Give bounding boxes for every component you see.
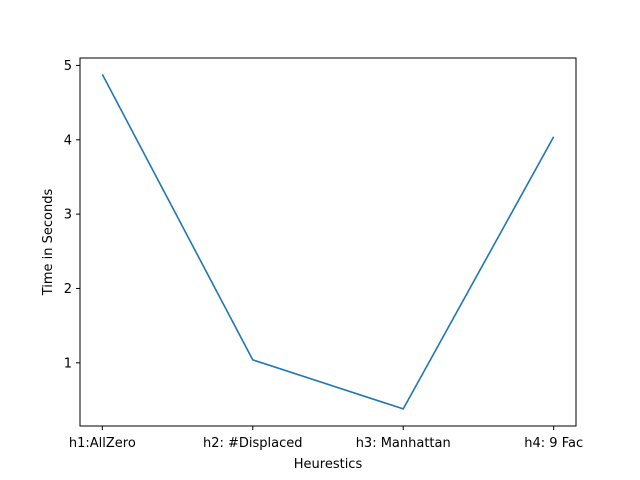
y-axis: 1 2 3 4 5 <box>64 59 80 371</box>
x-axis-title: Heurestics <box>294 457 363 472</box>
x-tick-label-0: h1:AllZero <box>69 436 136 451</box>
x-axis: h1:AllZero h2: #Displaced h3: Manhattan h4:… <box>69 426 583 451</box>
plot-frame <box>79 57 577 427</box>
plot-content <box>101 73 555 410</box>
y-tick-label-2: 2 <box>64 282 72 297</box>
y-axis-title: Time in Seconds <box>41 189 56 297</box>
y-tick-label-1: 1 <box>64 356 72 371</box>
x-tick-label-2: h3: Manhattan <box>356 436 451 451</box>
y-tick-label-5: 5 <box>64 59 72 74</box>
x-tick-label-1: h2: #Displaced <box>203 436 303 451</box>
y-tick-label-3: 3 <box>64 208 72 223</box>
y-tick-label-4: 4 <box>64 133 72 148</box>
x-tick-label-3: h4: 9 Fac <box>524 436 583 451</box>
series-line-0 <box>101 73 555 410</box>
